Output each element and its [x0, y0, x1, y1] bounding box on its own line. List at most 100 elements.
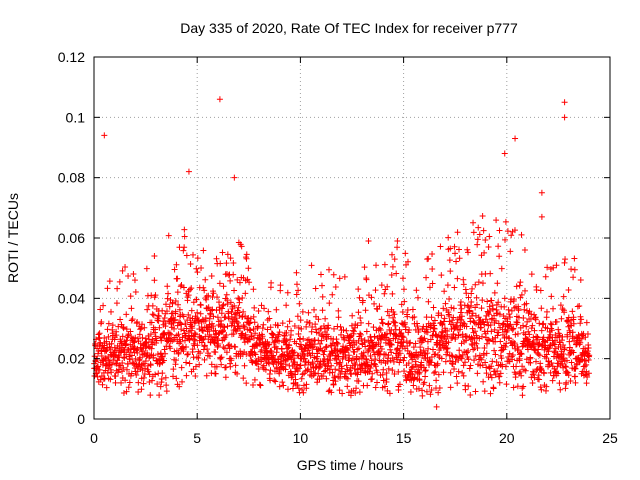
- data-point: [208, 361, 215, 368]
- data-point: [473, 301, 480, 308]
- data-point: [585, 370, 592, 377]
- data-point: [188, 285, 195, 292]
- data-point: [276, 370, 283, 377]
- data-point: [97, 306, 104, 313]
- data-point: [128, 317, 135, 324]
- data-point: [393, 270, 400, 277]
- data-point: [243, 380, 250, 387]
- data-point: [343, 327, 350, 334]
- x-tick-label: 5: [193, 430, 201, 446]
- data-point: [311, 306, 318, 313]
- data-point: [228, 357, 235, 364]
- data-point: [502, 218, 509, 225]
- data-point: [96, 366, 103, 373]
- data-point: [459, 334, 466, 341]
- data-point: [541, 370, 548, 377]
- data-point: [553, 318, 560, 325]
- data-point: [119, 368, 126, 375]
- data-point: [112, 379, 119, 386]
- data-point: [124, 360, 131, 367]
- data-point: [482, 236, 489, 243]
- data-point: [147, 331, 154, 338]
- data-point: [297, 317, 304, 324]
- data-point: [231, 287, 238, 294]
- data-point: [194, 342, 201, 349]
- data-point: [496, 227, 503, 234]
- data-point: [299, 308, 306, 315]
- data-point: [340, 334, 347, 341]
- data-point: [583, 380, 590, 387]
- data-point: [415, 326, 422, 333]
- data-point: [447, 384, 454, 391]
- data-point: [275, 322, 282, 329]
- data-point: [304, 367, 311, 374]
- data-point: [358, 335, 365, 342]
- data-point: [286, 318, 293, 325]
- data-point: [564, 333, 571, 340]
- data-point: [149, 377, 156, 384]
- data-point: [460, 276, 467, 283]
- data-point: [451, 366, 458, 373]
- data-point: [121, 354, 128, 361]
- data-point: [287, 336, 294, 343]
- data-point: [194, 309, 201, 316]
- data-point: [149, 302, 156, 309]
- data-point: [413, 287, 420, 294]
- data-point: [234, 319, 241, 326]
- data-point: [94, 373, 101, 380]
- data-point: [300, 389, 307, 396]
- data-point: [447, 369, 454, 376]
- data-point: [106, 278, 113, 285]
- data-point: [309, 323, 316, 330]
- data-point: [161, 346, 168, 353]
- data-point: [330, 271, 337, 278]
- data-point: [389, 263, 396, 270]
- data-point: [268, 348, 275, 355]
- data-point: [410, 382, 417, 389]
- data-point: [448, 304, 455, 311]
- data-point: [401, 319, 408, 326]
- data-point: [202, 333, 209, 340]
- data-point: [295, 331, 302, 338]
- data-point: [201, 356, 208, 363]
- data-point: [166, 330, 173, 337]
- data-point: [95, 350, 102, 357]
- data-point: [122, 340, 129, 347]
- data-point: [584, 330, 591, 337]
- data-point: [323, 343, 330, 350]
- data-point: [96, 330, 103, 337]
- plot-frame: [93, 56, 611, 420]
- data-point: [148, 345, 155, 352]
- axis-ticks: 0 5 10 15 20 25 0 0.02 0.04 0.06 0.08 0.1 0.12: [58, 49, 618, 446]
- data-point: [169, 299, 176, 306]
- data-point: [402, 323, 409, 330]
- data-point: [180, 313, 187, 320]
- data-point: [283, 302, 290, 309]
- data-point: [342, 354, 349, 361]
- data-point: [520, 322, 527, 329]
- data-point: [281, 351, 288, 358]
- data-point: [400, 339, 407, 346]
- data-point: [365, 238, 372, 245]
- data-point: [202, 276, 209, 283]
- data-point: [432, 351, 439, 358]
- data-point: [470, 219, 477, 226]
- data-point: [471, 357, 478, 364]
- data-point: [204, 346, 211, 353]
- data-point: [108, 308, 115, 315]
- data-point: [206, 315, 213, 322]
- data-point: [531, 327, 538, 334]
- data-point: [527, 354, 534, 361]
- data-point: [277, 287, 284, 294]
- data-point: [219, 302, 226, 309]
- data-point: [312, 326, 319, 333]
- data-point: [220, 344, 227, 351]
- data-point: [463, 333, 470, 340]
- data-point: [433, 403, 440, 410]
- data-point: [297, 362, 304, 369]
- data-point: [369, 370, 376, 377]
- data-point: [183, 344, 190, 351]
- data-point: [328, 389, 335, 396]
- data-point: [498, 355, 505, 362]
- data-point: [103, 338, 110, 345]
